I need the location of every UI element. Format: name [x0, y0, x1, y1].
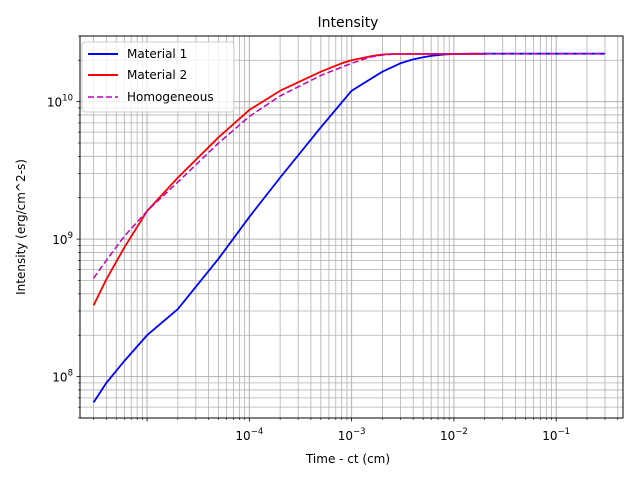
x-axis-label: Time - ct (cm)	[305, 452, 390, 466]
x-tick-label: 10−4	[235, 427, 263, 443]
x-tick-label: 10−1	[542, 427, 570, 443]
legend-box	[81, 41, 235, 113]
series-line-material-2	[92, 53, 485, 306]
x-tick-label: 10−3	[338, 427, 366, 443]
legend-label-material-1: Material 1	[127, 47, 187, 61]
y-axis-label: Intensity (erg/cm^2-s)	[14, 159, 28, 295]
ticks-layer	[76, 35, 619, 422]
legend-label-material-2: Material 2	[127, 68, 187, 82]
legend-label-homogeneous: Homogeneous	[127, 90, 214, 104]
chart-title: Intensity	[318, 15, 379, 31]
legend: Material 1 Material 2 Homogeneous	[81, 41, 235, 113]
y-tick-label: 1010	[47, 94, 73, 110]
y-tick-label: 109	[52, 231, 73, 247]
series-layer	[92, 52, 605, 403]
series-line-homogeneous	[92, 52, 605, 279]
tick-labels: 10−4 10−3 10−2 10−1 108 109 1010	[47, 94, 570, 443]
x-tick-label: 10−2	[440, 427, 468, 443]
y-tick-label: 108	[52, 369, 73, 385]
